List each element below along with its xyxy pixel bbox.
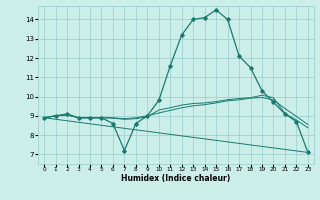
X-axis label: Humidex (Indice chaleur): Humidex (Indice chaleur) [121, 174, 231, 183]
